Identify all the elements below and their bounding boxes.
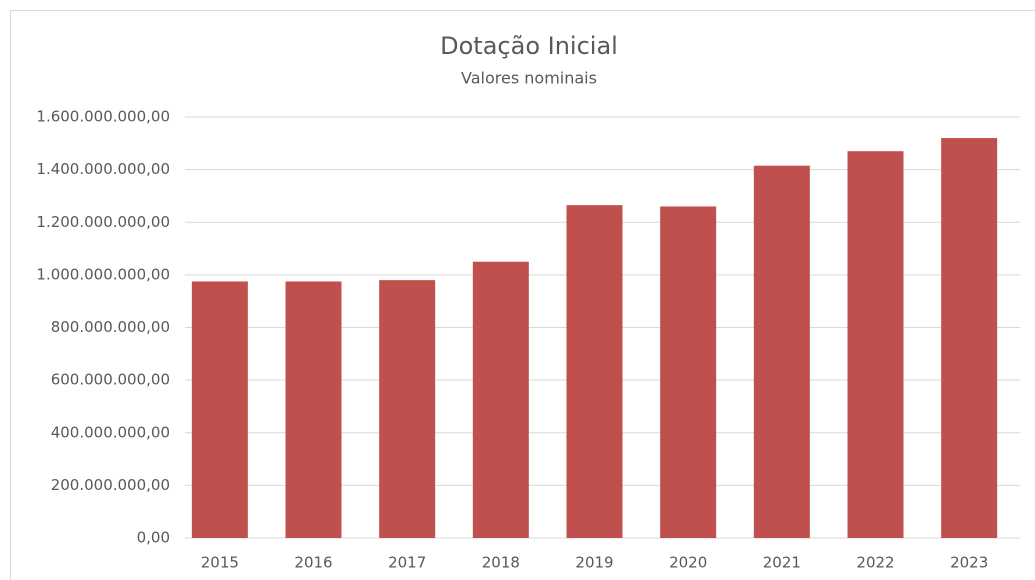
bar — [941, 138, 998, 539]
y-tick-label: 1.000.000.000,00 — [36, 265, 170, 283]
x-tick-label: 2015 — [201, 554, 239, 572]
x-tick-label: 2018 — [482, 554, 520, 572]
y-tick-label: 1.600.000.000,00 — [36, 108, 170, 126]
bar — [472, 261, 529, 538]
bar — [285, 281, 342, 538]
y-tick-label: 800.000.000,00 — [51, 318, 170, 336]
x-tick-label: 2021 — [763, 554, 801, 572]
bar — [660, 206, 717, 538]
x-tick-label: 2023 — [950, 554, 988, 572]
y-tick-label: 1.200.000.000,00 — [36, 213, 170, 231]
bar — [847, 151, 904, 539]
y-tick-label: 400.000.000,00 — [51, 423, 170, 441]
x-tick-label: 2020 — [669, 554, 707, 572]
bar — [379, 280, 436, 538]
x-tick-label: 2019 — [575, 554, 613, 572]
y-tick-label: 1.400.000.000,00 — [36, 160, 170, 178]
x-tick-label: 2016 — [294, 554, 332, 572]
chart-title: Dotação Inicial — [440, 32, 618, 60]
y-tick-label: 200.000.000,00 — [51, 476, 170, 494]
bar — [566, 205, 623, 538]
y-tick-label: 600.000.000,00 — [51, 371, 170, 389]
bar — [191, 281, 248, 538]
y-tick-label: 0,00 — [137, 529, 170, 547]
bar — [753, 165, 810, 538]
x-tick-label: 2022 — [856, 554, 894, 572]
x-tick-label: 2017 — [388, 554, 426, 572]
chart-subtitle: Valores nominais — [461, 69, 597, 88]
